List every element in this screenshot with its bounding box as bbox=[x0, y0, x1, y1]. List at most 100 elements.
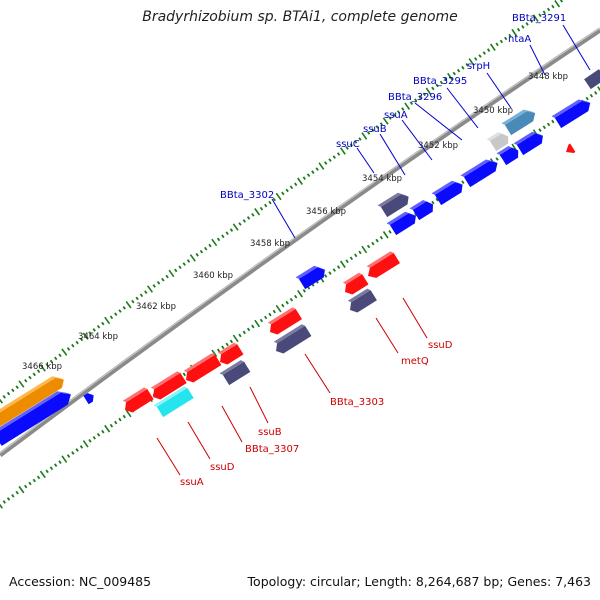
tick-mark bbox=[0, 503, 3, 509]
tick-mark bbox=[324, 274, 328, 278]
gene-label-ssuA-rev[interactable]: ssuA bbox=[180, 477, 204, 488]
tick-mark bbox=[254, 208, 261, 216]
gene-arrow-srpH[interactable] bbox=[501, 105, 539, 136]
gene-arrow-BBta_3302[interactable] bbox=[295, 262, 329, 290]
gene-arrow-ssuB-rev-red[interactable] bbox=[215, 342, 244, 367]
genome-backbone bbox=[0, 27, 600, 458]
tick-mark bbox=[431, 200, 435, 205]
tick-mark bbox=[275, 192, 282, 201]
gene-label-BBta_3296[interactable]: BBta_3296 bbox=[388, 92, 442, 103]
gene-label-ntaA[interactable]: ntaA bbox=[508, 34, 531, 45]
tick-mark bbox=[15, 490, 19, 495]
gene-label-ssuB-fwd[interactable]: ssuB bbox=[363, 124, 387, 135]
tick-mark bbox=[0, 398, 4, 404]
gene-arrow-small-blue[interactable] bbox=[83, 391, 96, 405]
tick-mark bbox=[504, 36, 508, 41]
tick-mark bbox=[414, 98, 418, 103]
tick-mark bbox=[392, 113, 396, 117]
tick-mark bbox=[211, 238, 218, 247]
tick-mark bbox=[45, 362, 49, 367]
gene-arrow-ssuC-dark[interactable] bbox=[377, 189, 412, 218]
tick-mark bbox=[178, 265, 182, 270]
tick-mark bbox=[135, 296, 139, 301]
tick-mark bbox=[216, 348, 221, 353]
tick-mark bbox=[208, 243, 212, 248]
reverse-leader-lines bbox=[156, 297, 428, 476]
gene-arrow-BBta_3296-b[interactable] bbox=[513, 128, 547, 156]
tick-mark bbox=[61, 348, 68, 356]
gene-arrow-BBta_3303-a[interactable] bbox=[265, 306, 303, 337]
gene-arrow-ssuD-rev1[interactable] bbox=[363, 250, 401, 281]
tick-mark bbox=[259, 206, 264, 211]
tick-mark bbox=[388, 230, 392, 234]
gene-arrow-ssuA-fwd[interactable] bbox=[460, 155, 501, 188]
tick-mark bbox=[109, 315, 114, 320]
accession-label: Accession: bbox=[9, 574, 76, 589]
tick-mark bbox=[358, 250, 362, 255]
tick-mark bbox=[216, 237, 221, 242]
tick-mark bbox=[11, 388, 15, 393]
gene-label-srpH[interactable]: srpH bbox=[467, 61, 490, 72]
rna-arrow-orange[interactable] bbox=[0, 372, 67, 428]
tick-mark bbox=[18, 485, 25, 494]
tick-mark bbox=[324, 161, 328, 165]
gene-arrow-BBta_3296-a[interactable] bbox=[496, 143, 522, 166]
tick-mark bbox=[264, 203, 268, 208]
gene-arrow-ntaA[interactable] bbox=[551, 95, 594, 129]
gene-arrow-ssuD-cyan[interactable] bbox=[153, 385, 194, 418]
tick-mark bbox=[66, 347, 71, 351]
gene-arrow-BBta_3303[interactable] bbox=[271, 323, 312, 356]
kbp-label-3454: 3454 kbp bbox=[362, 174, 402, 184]
tick-mark bbox=[495, 42, 499, 47]
gene-arrow-BBta_3302-a[interactable] bbox=[386, 208, 420, 236]
gene-label-BBta_3307[interactable]: BBta_3307 bbox=[245, 444, 299, 455]
gene-arrow-metQ-a[interactable] bbox=[340, 272, 369, 297]
gene-arrow-BBta_3295[interactable] bbox=[486, 129, 512, 152]
gene-arrow-ssuD-rev2[interactable] bbox=[148, 370, 187, 402]
tick-mark bbox=[379, 122, 384, 126]
gene-label-BBta_3291[interactable]: BBta_3291 bbox=[512, 13, 566, 24]
gene-label-ssuA-fwd[interactable]: ssuA bbox=[384, 110, 408, 121]
tick-mark bbox=[431, 86, 435, 91]
tick-mark bbox=[538, 128, 542, 132]
gene-label-ssuB-rev[interactable]: ssuB bbox=[258, 427, 282, 438]
gene-label-ssuC[interactable]: ssuC bbox=[336, 139, 360, 150]
tick-mark bbox=[382, 231, 389, 239]
gene-arrow-red-small-far[interactable] bbox=[563, 143, 576, 157]
gene-label-BBta_3295[interactable]: BBta_3295 bbox=[413, 76, 467, 87]
tick-mark bbox=[375, 125, 379, 129]
tick-mark bbox=[302, 288, 306, 293]
genome-backbone-highlight bbox=[0, 27, 600, 454]
outer-tick-track bbox=[0, 0, 564, 404]
gene-label-ssuD-rev2[interactable]: ssuD bbox=[210, 462, 235, 473]
gene-arrow-long-blue[interactable] bbox=[0, 386, 75, 447]
gene-arrow-BBta_3291[interactable] bbox=[584, 69, 600, 90]
tick-mark bbox=[139, 293, 144, 298]
tick-mark bbox=[254, 319, 261, 328]
tick-mark bbox=[594, 91, 598, 95]
tick-mark bbox=[61, 455, 68, 463]
gene-label-ssuD-rev1[interactable]: ssuD bbox=[428, 340, 453, 351]
tick-mark bbox=[36, 475, 41, 480]
gene-label-BBta_3303[interactable]: BBta_3303 bbox=[330, 397, 384, 408]
tick-mark bbox=[58, 353, 62, 358]
tick-mark bbox=[281, 303, 285, 308]
tick-mark bbox=[92, 328, 96, 332]
tick-mark bbox=[345, 259, 349, 264]
gene-arrow-ssuC[interactable] bbox=[409, 197, 437, 221]
tick-mark bbox=[465, 62, 469, 67]
tick-mark bbox=[54, 463, 58, 468]
tick-mark bbox=[396, 110, 401, 114]
gene-arrow-ssuB-fwd[interactable] bbox=[431, 177, 466, 206]
gene-arrow-metQ[interactable] bbox=[345, 288, 377, 316]
gene-label-BBta_3302[interactable]: BBta_3302 bbox=[220, 190, 274, 201]
tick-mark bbox=[554, 0, 561, 8]
tick-mark bbox=[251, 324, 255, 329]
gene-arrow-BBta_3307[interactable] bbox=[181, 352, 222, 385]
kbp-labels: 3448 kbp 3450 kbp 3452 kbp 3454 kbp 3456… bbox=[22, 72, 568, 372]
gene-label-metQ[interactable]: metQ bbox=[401, 356, 429, 367]
gene-arrow-ssuA-rev[interactable] bbox=[120, 386, 154, 415]
gene-arrow-ssuB-rev[interactable] bbox=[219, 359, 251, 386]
tick-mark bbox=[182, 262, 186, 266]
